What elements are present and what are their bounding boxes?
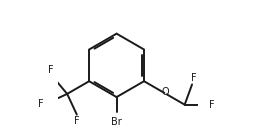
Text: F: F xyxy=(74,116,80,126)
Text: Br: Br xyxy=(111,117,122,127)
Text: F: F xyxy=(209,100,214,110)
Text: F: F xyxy=(190,73,196,83)
Text: F: F xyxy=(38,99,43,109)
Text: F: F xyxy=(48,65,54,74)
Text: O: O xyxy=(161,87,169,97)
